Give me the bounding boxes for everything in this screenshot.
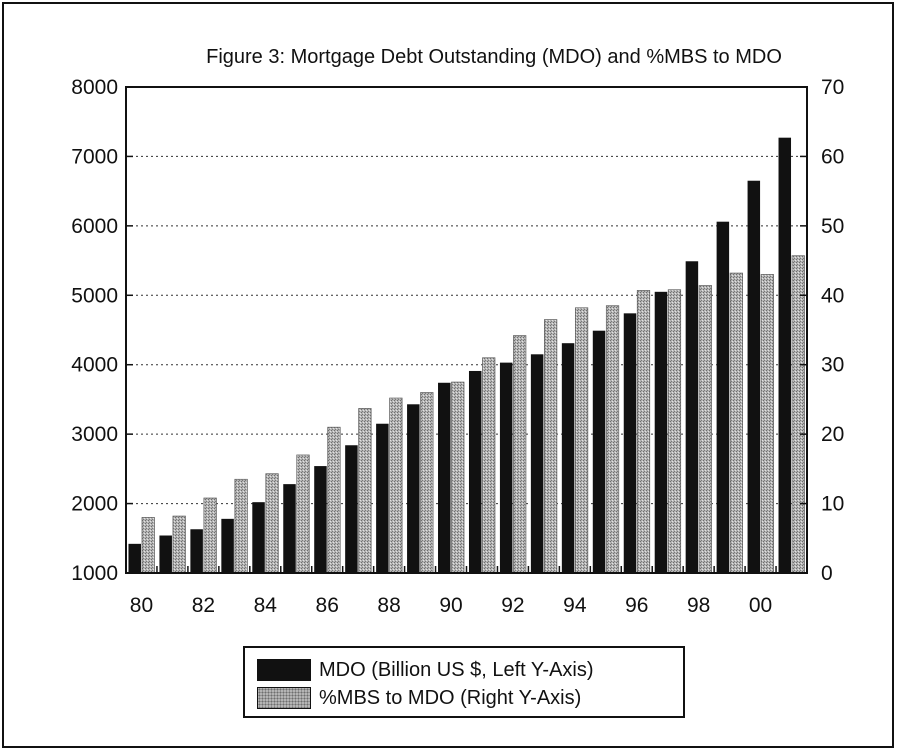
x-axis-tick-label: 86 (316, 594, 339, 617)
left-axis-tick-label: 1000 (71, 562, 118, 585)
bar-mbs (791, 255, 805, 574)
right-axis-tick-label: 60 (821, 145, 844, 168)
right-axis-tick-label: 20 (821, 423, 844, 446)
left-axis-tick-label: 7000 (71, 145, 118, 168)
chart-title: Figure 3: Mortgage Debt Outstanding (MDO… (206, 46, 782, 68)
bar-mdo (685, 261, 699, 573)
bar-mdo (252, 502, 265, 573)
bar-mbs (389, 397, 403, 574)
bar-mdo (407, 404, 420, 573)
x-axis-tick-label: 98 (687, 594, 710, 617)
bar-mdo (747, 180, 761, 573)
right-axis-tick-label: 40 (821, 284, 844, 307)
legend-swatch-mdo (257, 659, 311, 681)
left-axis-tick-label: 3000 (71, 423, 118, 446)
chart-canvas: Figure 3: Mortgage Debt Outstanding (MDO… (71, 46, 844, 617)
bar-mdo (654, 291, 668, 573)
bar-mdo (128, 543, 141, 573)
bar-mdo (159, 535, 172, 573)
legend-item-mbs: %MBS to MDO (Right Y-Axis) (257, 684, 581, 712)
bar-mdo (283, 484, 296, 573)
bar-mdo (221, 518, 234, 573)
left-axis-tick-label: 6000 (71, 215, 118, 238)
bar-mdo (376, 423, 389, 573)
x-axis-tick-label: 92 (501, 594, 524, 617)
x-axis-tick-label: 94 (563, 594, 587, 617)
x-axis-tick-label: 82 (192, 594, 215, 617)
bar-mbs (698, 285, 713, 574)
bar-mdo (716, 221, 730, 574)
bar-mbs (451, 381, 465, 574)
bar-mdo (623, 313, 637, 573)
bar-mdo (499, 362, 513, 573)
bar-mbs (296, 454, 310, 574)
bar-mdo (778, 137, 792, 573)
bar-mbs (760, 274, 774, 574)
left-axis-tick-label: 2000 (71, 493, 118, 516)
bar-mbs (234, 478, 248, 574)
bar-mdo (561, 343, 575, 573)
chart-legend: MDO (Billion US $, Left Y-Axis) %MBS to … (243, 646, 685, 718)
left-axis-tick-label: 8000 (71, 76, 118, 99)
bar-mbs (172, 515, 186, 574)
bar-mbs (141, 517, 155, 574)
bar-mdo (345, 445, 358, 573)
x-axis-tick-label: 90 (439, 594, 462, 617)
legend-label-mbs: %MBS to MDO (Right Y-Axis) (319, 686, 582, 709)
bar-mdo (592, 330, 606, 573)
bar-mbs (636, 290, 651, 574)
bar-mbs (605, 305, 620, 574)
bar-mbs (544, 319, 558, 574)
right-axis-tick-label: 10 (821, 493, 844, 516)
x-axis-tick-label: 80 (130, 594, 153, 617)
x-axis-tick-label: 88 (377, 594, 400, 617)
legend-swatch-mbs (257, 687, 311, 709)
bar-mbs (203, 497, 217, 574)
right-axis-tick-label: 0 (821, 562, 833, 585)
bar-mbs (420, 392, 434, 574)
bar-mdo (438, 382, 451, 573)
left-axis-tick-label: 5000 (71, 284, 118, 307)
bar-mdo (314, 466, 327, 573)
bar-mbs (513, 335, 527, 574)
right-axis-tick-label: 50 (821, 215, 844, 238)
bar-mbs (265, 473, 279, 574)
bar-mbs (574, 307, 589, 574)
bar-mdo (530, 354, 544, 573)
legend-item-mdo: MDO (Billion US $, Left Y-Axis) (257, 656, 594, 684)
left-axis-tick-label: 4000 (71, 354, 118, 377)
x-axis-tick-label: 00 (749, 594, 772, 617)
x-axis-tick-label: 84 (254, 594, 278, 617)
x-axis-tick-label: 96 (625, 594, 648, 617)
bar-mbs (358, 408, 372, 574)
bar-mbs (327, 426, 341, 574)
bar-mdo (190, 529, 203, 573)
right-axis-tick-label: 70 (821, 76, 844, 99)
right-axis-tick-label: 30 (821, 354, 844, 377)
legend-label-mdo: MDO (Billion US $, Left Y-Axis) (319, 658, 594, 681)
bar-mbs (482, 357, 496, 574)
bar-mdo (468, 370, 482, 573)
bar-mbs (667, 289, 682, 574)
bar-mbs (729, 272, 743, 574)
